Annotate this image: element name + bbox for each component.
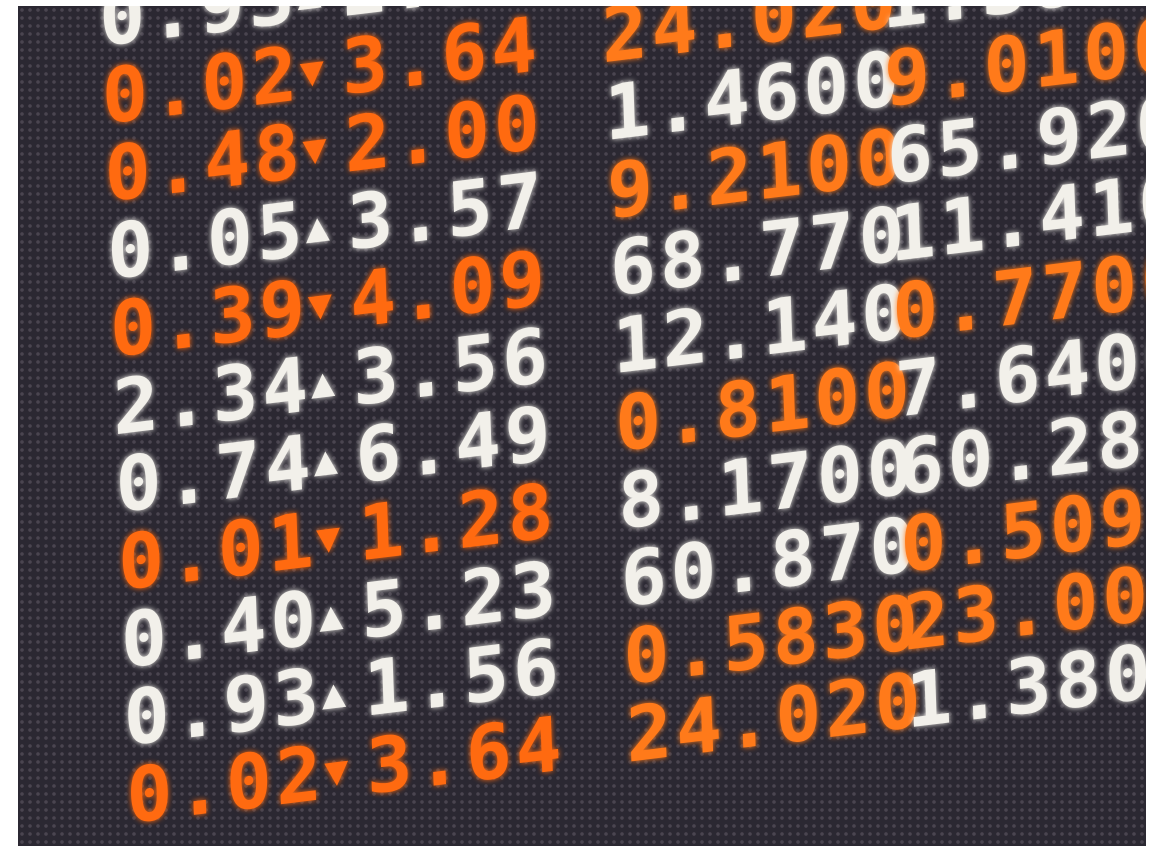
arrow-cell: ▲ bbox=[296, 6, 327, 35]
arrow-cell: ▲ bbox=[309, 342, 340, 423]
ticker-board: 0.93▲1.560.583023.0000.02▼3.6424.0201.38… bbox=[18, 6, 1146, 846]
arrow-cell: ▼ bbox=[299, 31, 330, 112]
arrow-cell: ▲ bbox=[304, 187, 335, 268]
arrow-cell: ▲ bbox=[312, 420, 343, 501]
arrow-cell: ▼ bbox=[315, 497, 346, 578]
arrow-cell: ▲ bbox=[320, 653, 351, 734]
arrow-cell: ▼ bbox=[307, 264, 338, 345]
arrow-cell: ▲ bbox=[318, 575, 349, 656]
change-cell: 0.02 bbox=[125, 734, 327, 836]
value-cell: 3.64 bbox=[365, 705, 567, 807]
board-rows: 0.93▲1.560.583023.0000.02▼3.6424.0201.38… bbox=[58, 6, 1146, 841]
arrow-cell: ▼ bbox=[301, 109, 332, 190]
arrow-cell: ▼ bbox=[323, 731, 354, 812]
